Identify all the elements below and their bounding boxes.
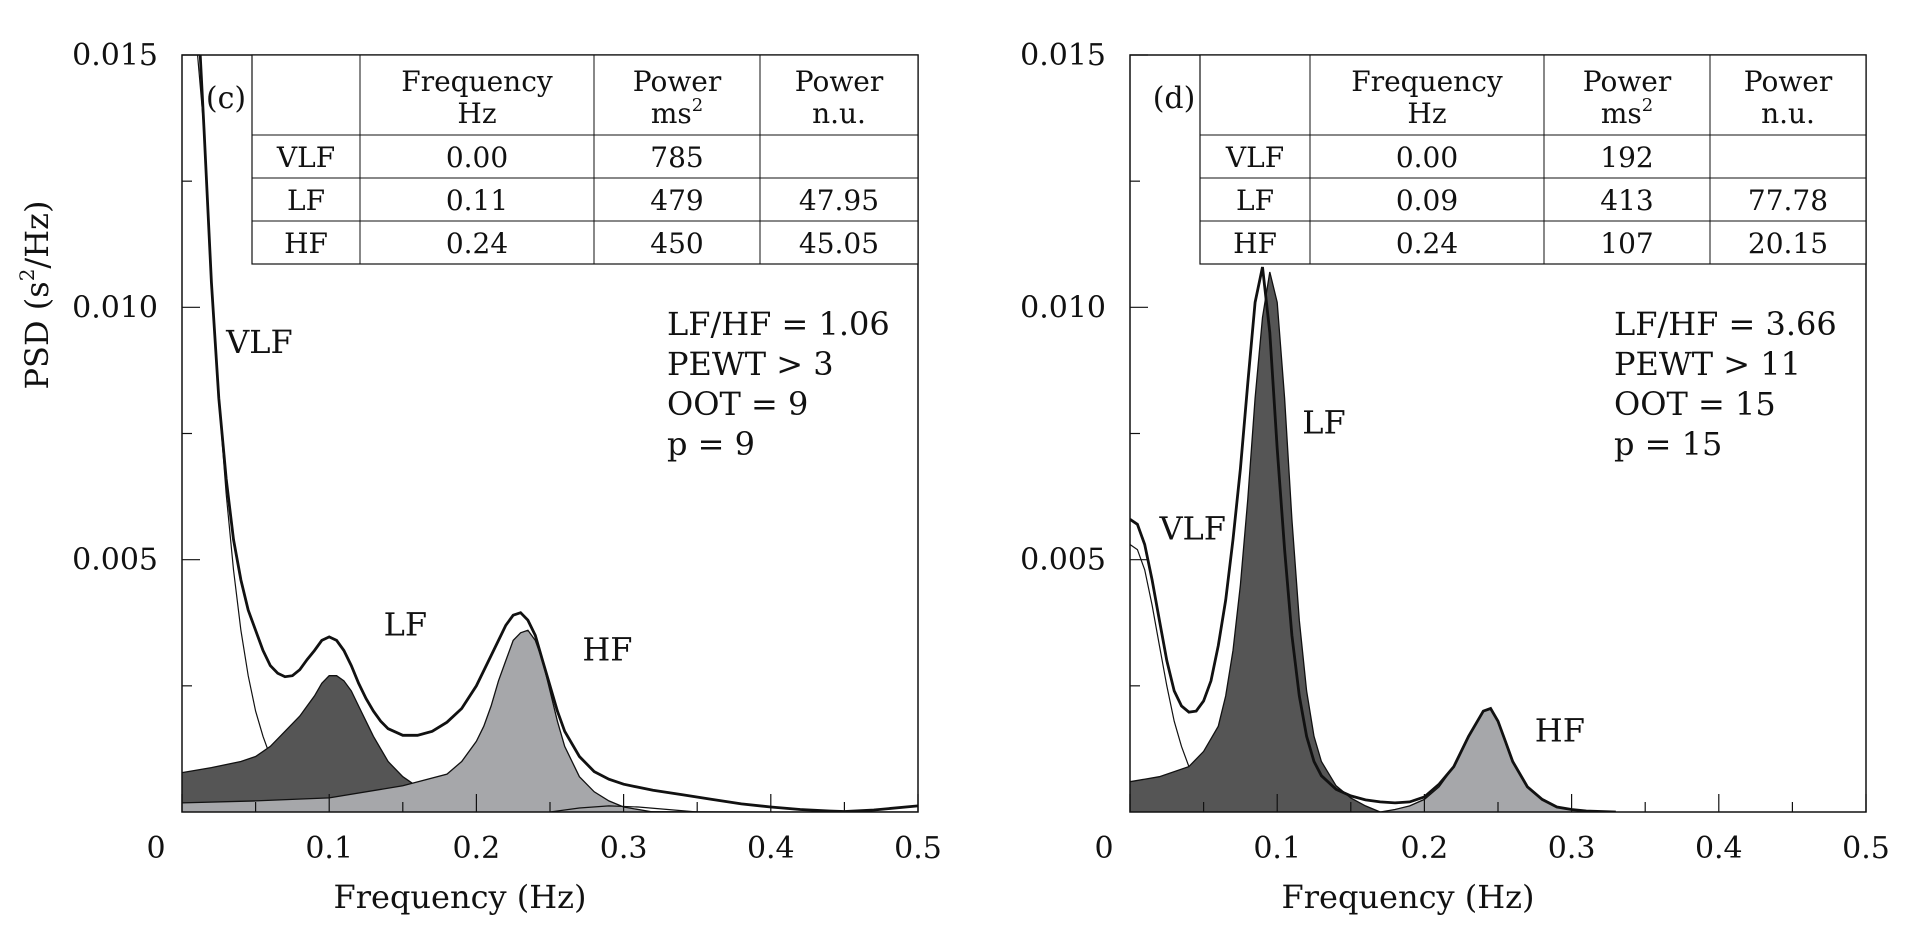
series-lf-fill — [1130, 272, 1381, 812]
table-cell: 0.11 — [446, 184, 508, 217]
table-cell: 0.00 — [446, 141, 508, 174]
panel-d: 0 0.1 0.2 0.3 0.4 0.5 0.005 0.010 0.015 Frequency… — [1020, 38, 1890, 916]
total-psd-line — [198, 55, 918, 812]
table-header-line1: Frequency — [401, 65, 553, 98]
x-tick-label: 0 — [1094, 831, 1113, 866]
table-cell: VLF — [1225, 141, 1284, 174]
stat-line: OOT = 9 — [667, 385, 808, 423]
series-hf-fill — [182, 630, 653, 812]
y-tick-label: 0.005 — [72, 543, 158, 578]
table-cell: 785 — [650, 141, 703, 174]
x-tick-label: 0.3 — [600, 831, 648, 866]
table-header-line1: Power — [1583, 65, 1672, 98]
table-cell: LF — [287, 184, 325, 217]
table-cell: 0.24 — [1396, 227, 1458, 260]
x-tick-label: 0.2 — [1401, 831, 1449, 866]
panel-label: (c) — [206, 81, 246, 116]
table-cell: 0.09 — [1396, 184, 1458, 217]
plot-area — [1130, 266, 1616, 812]
y-axis-title-end: /Hz) — [18, 201, 56, 269]
y-axis-title: PSD (s2/Hz) — [15, 201, 56, 390]
table-header-line2: Hz — [1407, 97, 1446, 130]
table-header-line1: Power — [795, 65, 884, 98]
table-header-line2-text: n.u. — [812, 97, 866, 130]
x-tick-label: 0.1 — [1253, 831, 1301, 866]
table-header-line2-text: n.u. — [1761, 97, 1815, 130]
series-lf-fill — [182, 675, 462, 812]
series-lf-line — [182, 675, 462, 806]
table-header-line1: Power — [1744, 65, 1833, 98]
y-tick-label: 0.015 — [72, 38, 158, 73]
table-header-line2: n.u. — [812, 97, 866, 130]
table-cell: 479 — [650, 184, 703, 217]
table-cell: HF — [284, 227, 328, 260]
y-tick-label: 0.005 — [1020, 543, 1106, 578]
stat-line: p = 15 — [1614, 425, 1722, 463]
table-cell: 413 — [1600, 184, 1653, 217]
table-cell: 47.95 — [799, 184, 879, 217]
y-tick-label: 0.010 — [72, 290, 158, 325]
y-axis-title-sup: 2 — [15, 269, 39, 282]
table-header-line2-text: ms — [1601, 97, 1642, 130]
stat-line: p = 9 — [667, 425, 755, 463]
x-axis-title: Frequency (Hz) — [1282, 878, 1535, 916]
table-header-line2: Hz — [457, 97, 496, 130]
table-header-line2: ms2 — [651, 95, 703, 130]
table-header-sup: 2 — [1642, 95, 1653, 116]
table-cell: VLF — [276, 141, 335, 174]
stat-line: LF/HF = 1.06 — [667, 305, 890, 343]
stat-line: LF/HF = 3.66 — [1614, 305, 1837, 343]
component-label-hf: HF — [582, 631, 632, 669]
table-cell: 45.05 — [799, 227, 879, 260]
table-header-line2-text: ms — [651, 97, 692, 130]
panel-label: (d) — [1153, 81, 1196, 116]
table-header-line2: ms2 — [1601, 95, 1653, 130]
series-hf-line — [182, 629, 654, 812]
total-psd-line — [1130, 266, 1616, 812]
x-tick-label: 0 — [146, 831, 165, 866]
table-cell: 450 — [650, 227, 703, 260]
table-cell: 77.78 — [1748, 184, 1828, 217]
x-tick-label: 0.5 — [1842, 831, 1890, 866]
table-frame — [251, 54, 919, 265]
table-cell: 107 — [1600, 227, 1653, 260]
table-header-line2: n.u. — [1761, 97, 1815, 130]
panel-c: 0 0.1 0.2 0.3 0.4 0.5 0.005 0.010 0.015 Frequency… — [72, 38, 942, 916]
table-cell: 20.15 — [1748, 227, 1828, 260]
y-tick-label: 0.015 — [1020, 38, 1106, 73]
x-tick-label: 0.3 — [1548, 831, 1596, 866]
table-cell: 0.00 — [1396, 141, 1458, 174]
stat-line: PEWT > 11 — [1614, 345, 1801, 383]
table-cell: 0.24 — [446, 227, 508, 260]
table-cell: LF — [1236, 184, 1274, 217]
series-lf-line — [1130, 271, 1381, 812]
y-tick-label: 0.010 — [1020, 290, 1106, 325]
table-cell: 192 — [1600, 141, 1653, 174]
x-tick-label: 0.1 — [305, 831, 353, 866]
x-tick-label: 0.5 — [894, 831, 942, 866]
x-axis-title: Frequency (Hz) — [334, 878, 587, 916]
table-header-line2-text: Hz — [457, 97, 496, 130]
component-label-vlf: VLF — [225, 323, 293, 361]
x-tick-label: 0.4 — [747, 831, 795, 866]
component-label-vlf: VLF — [1158, 509, 1226, 547]
table-frame — [1199, 54, 1867, 265]
stat-line: OOT = 15 — [1614, 385, 1776, 423]
component-label-lf: LF — [1302, 404, 1345, 442]
stat-line: PEWT > 3 — [667, 345, 834, 383]
x-tick-label: 0.4 — [1695, 831, 1743, 866]
component-label-lf: LF — [384, 605, 427, 643]
table-header-line2-text: Hz — [1407, 97, 1446, 130]
component-label-hf: HF — [1535, 711, 1585, 749]
table-header-line1: Frequency — [1351, 65, 1503, 98]
y-axis-title-main: PSD (s — [18, 281, 56, 389]
x-tick-label: 0.2 — [453, 831, 501, 866]
table-cell: HF — [1233, 227, 1277, 260]
table-header-sup: 2 — [692, 95, 703, 116]
series-hf-fill — [1380, 708, 1616, 812]
table-header-line1: Power — [633, 65, 722, 98]
